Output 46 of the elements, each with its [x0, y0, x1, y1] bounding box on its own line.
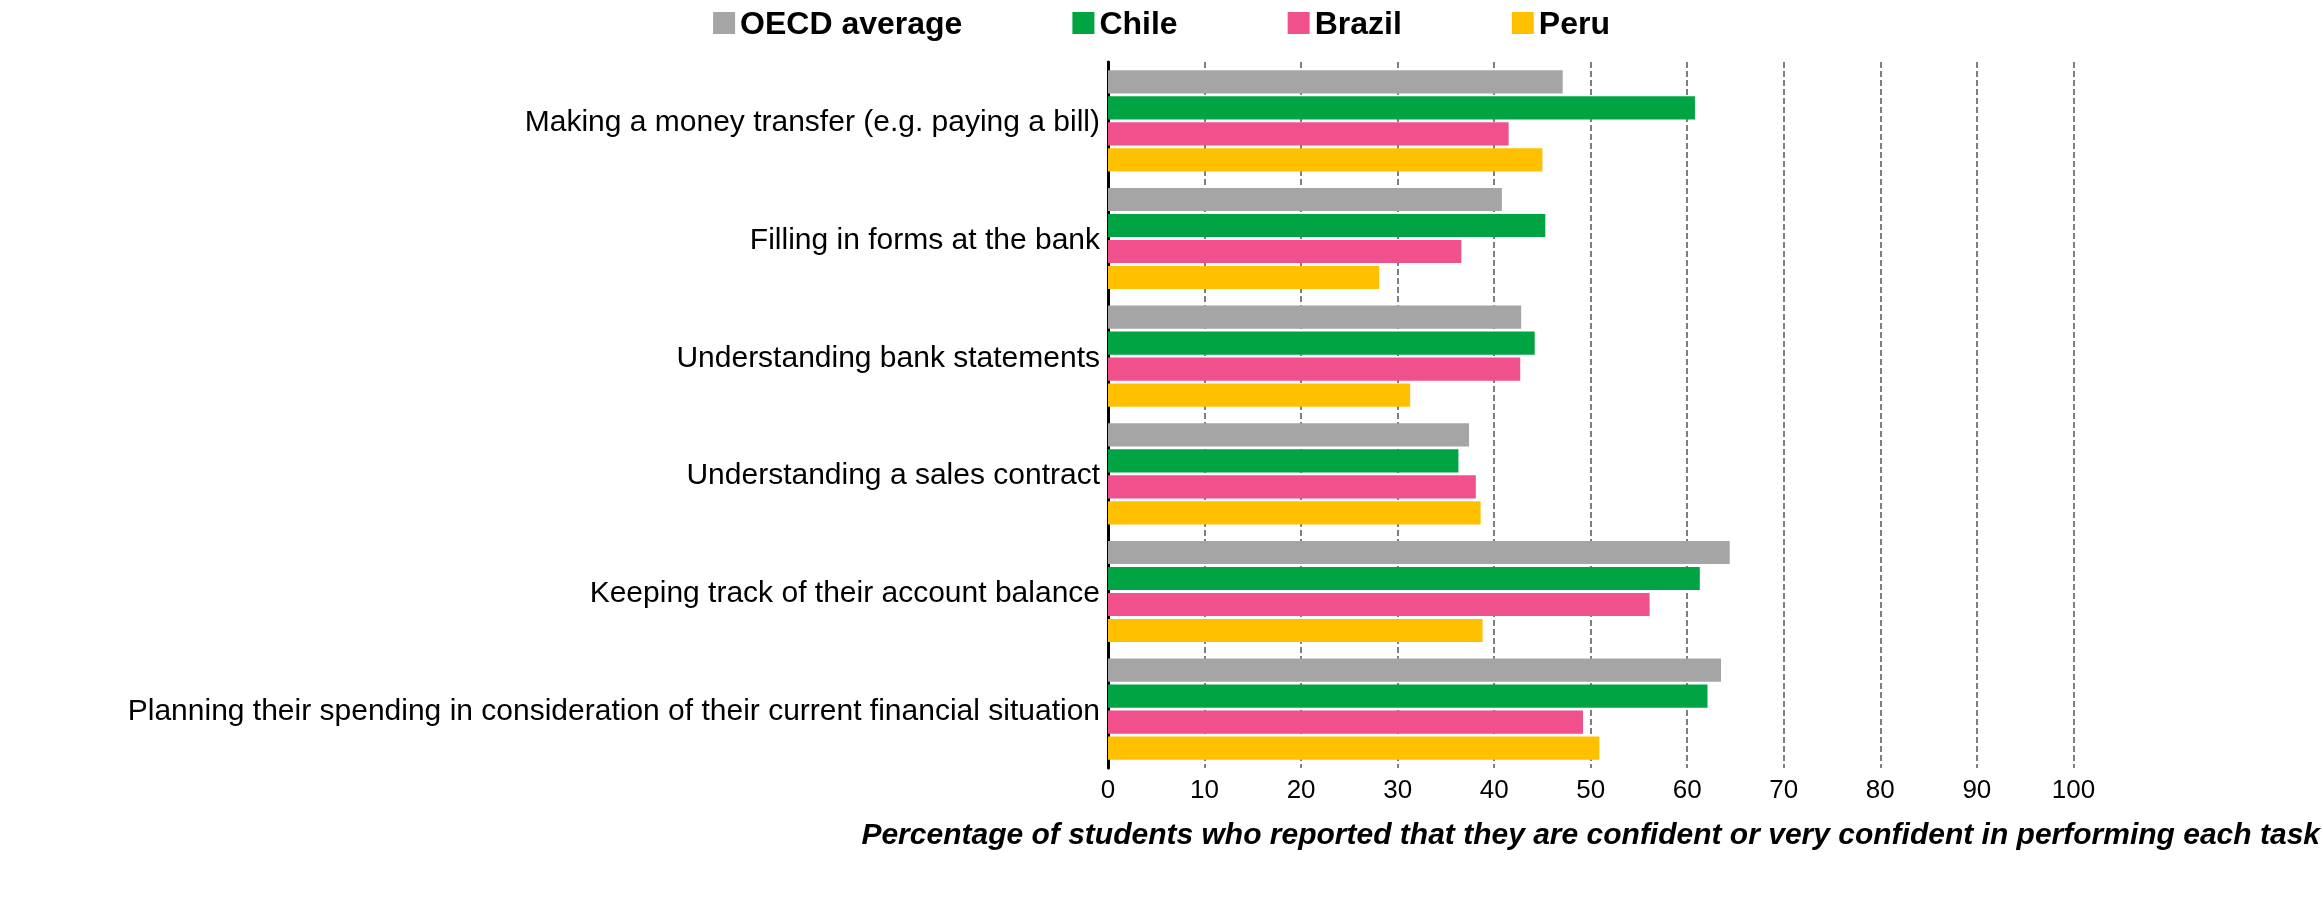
bar [1108, 239, 1462, 264]
y-tick-label: Filling in forms at the bank [749, 222, 1101, 255]
bar [1108, 70, 1563, 94]
bar [1108, 148, 1543, 172]
bar [1108, 710, 1583, 734]
bar [1108, 592, 1650, 617]
bar [1108, 618, 1483, 643]
bar [1108, 736, 1600, 760]
legend-label: OECD average [740, 5, 963, 41]
bar [1108, 122, 1509, 146]
bar [1108, 213, 1546, 238]
x-tick-label: 90 [1962, 774, 1992, 804]
x-tick-label: 20 [1286, 774, 1316, 804]
x-tick-label: 30 [1383, 774, 1413, 804]
x-tick-label: 60 [1672, 774, 1702, 804]
x-tick-label: 40 [1479, 774, 1509, 804]
bar [1108, 475, 1476, 499]
bar [1108, 566, 1700, 591]
bar [1108, 501, 1481, 525]
bar [1108, 423, 1470, 447]
x-tick-label: 70 [1769, 774, 1799, 804]
x-tick-label: 80 [1865, 774, 1895, 804]
bar [1108, 658, 1722, 682]
bar [1108, 540, 1730, 565]
y-tick-label: Understanding bank statements [676, 339, 1100, 373]
y-tick-label: Planning their spending in consideration of their current financial situation [127, 692, 1100, 726]
legend-label: Peru [1538, 5, 1610, 41]
y-tick-label: Keeping track of their account balance [589, 575, 1100, 608]
legend-label: Brazil [1314, 5, 1402, 41]
bar [1108, 331, 1535, 355]
bar [1108, 449, 1459, 473]
bar [1108, 265, 1380, 290]
bar [1108, 383, 1411, 407]
y-tick-label: Making a money transfer (e.g. paying a bill) [524, 104, 1100, 138]
x-tick-label: 0 [1100, 774, 1116, 804]
bar [1108, 357, 1521, 381]
x-tick-label: 100 [2051, 774, 2096, 804]
x-tick-label: 10 [1190, 774, 1219, 804]
bar [1108, 96, 1695, 120]
bar [1108, 305, 1522, 329]
bar [1108, 684, 1708, 708]
x-tick-label: 50 [1576, 774, 1606, 804]
y-tick-label: Understanding a sales contract [686, 457, 1101, 491]
legend-label: Chile [1099, 5, 1178, 41]
x-axis-title: Percentage of students who reported that they are confident or very confident in performing each task [861, 816, 2322, 850]
bar [1108, 187, 1502, 212]
